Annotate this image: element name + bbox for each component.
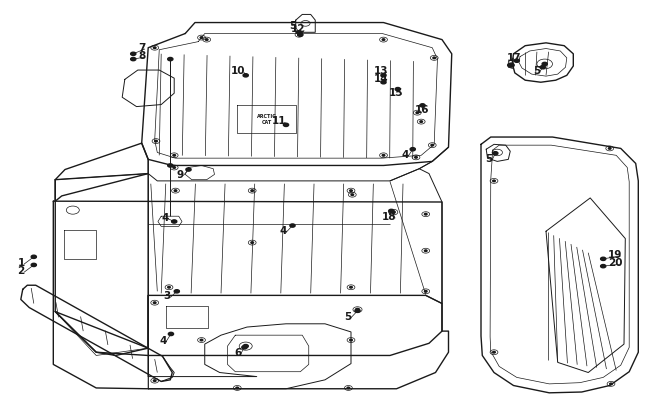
Circle shape: [420, 104, 425, 108]
Circle shape: [168, 333, 174, 336]
Text: 5: 5: [289, 21, 296, 31]
Circle shape: [174, 290, 179, 293]
Circle shape: [347, 387, 350, 389]
Circle shape: [155, 141, 157, 143]
Circle shape: [395, 88, 400, 92]
Circle shape: [242, 346, 247, 349]
Text: 5: 5: [344, 311, 352, 321]
Text: 4: 4: [402, 150, 409, 160]
Text: 15: 15: [389, 88, 403, 98]
Circle shape: [415, 157, 417, 159]
Circle shape: [283, 124, 289, 127]
Circle shape: [424, 291, 427, 292]
Text: 19: 19: [608, 249, 622, 259]
Circle shape: [200, 38, 203, 39]
Circle shape: [601, 258, 606, 261]
Text: 14: 14: [374, 74, 388, 84]
Text: 1: 1: [18, 258, 25, 267]
Circle shape: [298, 35, 300, 36]
Circle shape: [493, 181, 495, 182]
Circle shape: [31, 256, 36, 259]
Circle shape: [131, 58, 136, 62]
Circle shape: [200, 339, 203, 341]
Circle shape: [173, 167, 176, 169]
Text: 5: 5: [486, 154, 493, 164]
Text: 17: 17: [507, 53, 521, 62]
Circle shape: [389, 210, 394, 213]
Circle shape: [298, 34, 303, 37]
Text: 4: 4: [161, 212, 168, 222]
Circle shape: [416, 113, 419, 114]
Circle shape: [243, 75, 248, 78]
Text: 4: 4: [159, 335, 166, 345]
Circle shape: [168, 58, 173, 62]
Circle shape: [420, 122, 423, 123]
Circle shape: [424, 214, 427, 215]
Circle shape: [236, 387, 239, 389]
Circle shape: [243, 345, 248, 348]
Circle shape: [131, 53, 136, 56]
Text: 2: 2: [18, 266, 25, 275]
Text: 6: 6: [234, 347, 241, 357]
Circle shape: [391, 211, 395, 214]
Circle shape: [172, 220, 177, 224]
Circle shape: [431, 145, 434, 147]
Circle shape: [296, 32, 302, 35]
Text: 9: 9: [177, 169, 184, 179]
Text: 11: 11: [272, 116, 286, 126]
Circle shape: [351, 194, 354, 196]
Circle shape: [608, 148, 611, 150]
Circle shape: [508, 64, 514, 68]
Text: 3: 3: [164, 291, 171, 301]
Circle shape: [542, 63, 547, 66]
Circle shape: [381, 75, 386, 78]
Circle shape: [355, 309, 360, 313]
Text: 7: 7: [138, 43, 146, 53]
Circle shape: [493, 152, 498, 156]
Circle shape: [356, 309, 359, 311]
Circle shape: [153, 48, 156, 49]
Circle shape: [153, 302, 156, 304]
Circle shape: [433, 58, 436, 60]
Circle shape: [382, 155, 385, 157]
Circle shape: [410, 148, 415, 151]
Text: 12: 12: [291, 24, 305, 34]
Circle shape: [174, 190, 177, 192]
Text: 18: 18: [382, 212, 396, 222]
Text: 4: 4: [280, 226, 287, 236]
Circle shape: [382, 40, 385, 41]
Circle shape: [350, 287, 352, 288]
Circle shape: [205, 40, 208, 41]
Text: 5: 5: [533, 66, 540, 76]
Text: 16: 16: [415, 104, 429, 114]
Circle shape: [251, 190, 254, 192]
Circle shape: [168, 164, 173, 168]
Circle shape: [493, 352, 495, 353]
Text: 13: 13: [374, 66, 388, 76]
Circle shape: [168, 287, 170, 288]
Text: 8: 8: [138, 51, 146, 61]
Circle shape: [173, 155, 176, 157]
Circle shape: [251, 242, 254, 244]
Circle shape: [601, 265, 606, 268]
Circle shape: [186, 168, 191, 172]
Text: ARCTIC
CAT: ARCTIC CAT: [257, 114, 276, 125]
Circle shape: [540, 66, 545, 70]
Circle shape: [350, 190, 352, 192]
Circle shape: [381, 81, 386, 85]
Text: 20: 20: [608, 258, 622, 267]
Circle shape: [153, 380, 156, 382]
Circle shape: [514, 60, 519, 63]
Circle shape: [31, 264, 36, 267]
Circle shape: [350, 339, 352, 341]
Circle shape: [290, 224, 295, 228]
Text: 10: 10: [231, 66, 245, 76]
Circle shape: [610, 383, 612, 385]
Circle shape: [424, 250, 427, 252]
